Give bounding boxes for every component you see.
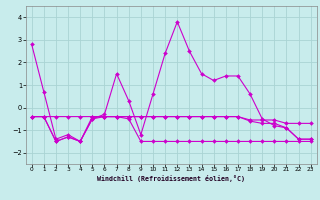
X-axis label: Windchill (Refroidissement éolien,°C): Windchill (Refroidissement éolien,°C) (97, 175, 245, 182)
